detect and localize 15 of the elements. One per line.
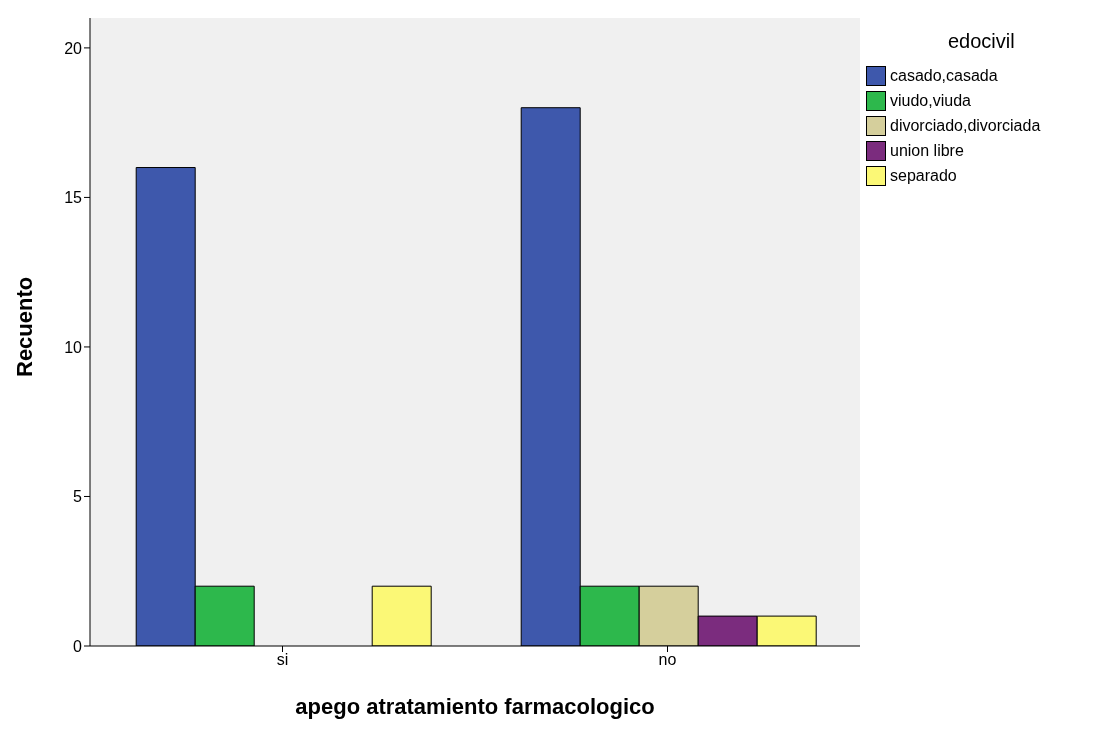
legend-label: divorciado,divorciada: [890, 116, 1041, 135]
legend-label: viudo,viuda: [890, 91, 971, 110]
x-axis-title: apego atratamiento farmacologico: [295, 694, 655, 719]
y-tick-label: 0: [73, 637, 83, 655]
y-tick-label: 10: [64, 338, 83, 356]
legend-label: separado: [890, 166, 957, 185]
y-tick-label: 20: [64, 39, 83, 57]
x-tick-label: no: [658, 651, 677, 669]
legend-title: edocivil: [948, 30, 1016, 53]
x-tick-label: si: [276, 651, 289, 669]
y-tick-label: 5: [73, 488, 83, 506]
legend-label: casado,casada: [890, 66, 998, 85]
legend-label: union libre: [890, 141, 964, 160]
y-axis-title: Recuento: [11, 276, 37, 377]
y-tick-label: 15: [64, 189, 83, 207]
